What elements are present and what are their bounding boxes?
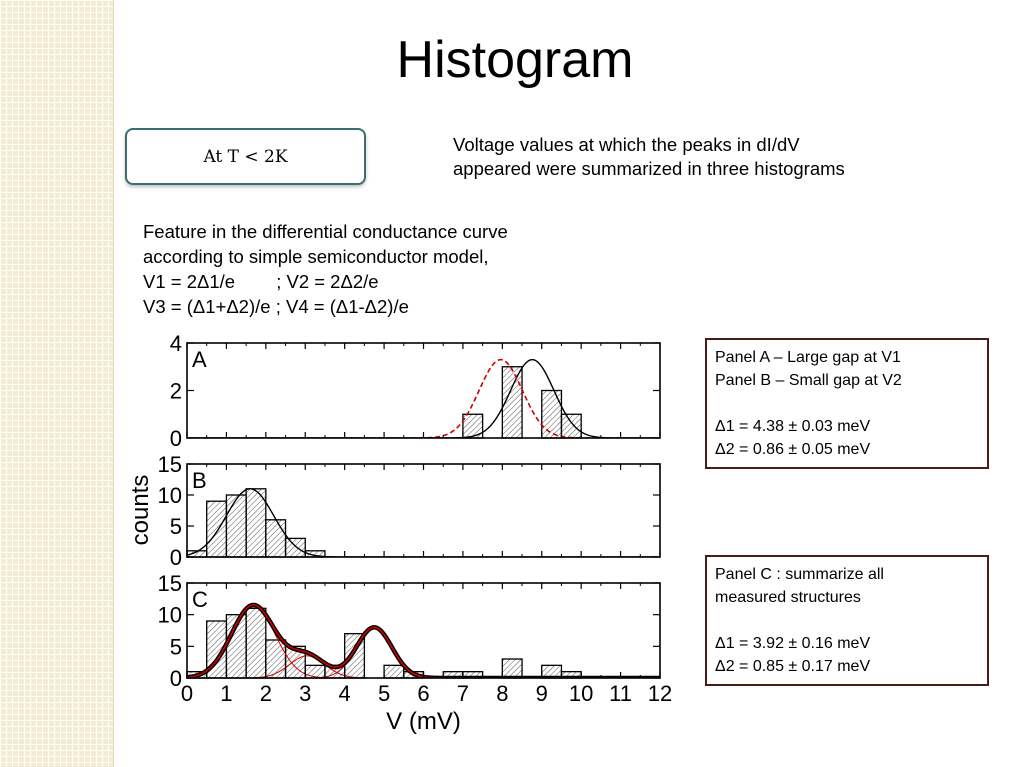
histogram-bar (225, 494, 247, 558)
y-tick-label: 15 (158, 452, 182, 477)
x-tick-label: 9 (536, 681, 548, 706)
x-axis-label: V (mV) (386, 708, 461, 735)
infobox-line: Δ1 = 3.92 ± 0.16 meV (715, 635, 871, 652)
feature-line: V3 = (Δ1+Δ2)/e ; V4 = (Δ1-Δ2)/e (143, 296, 409, 317)
x-tick-label: 7 (457, 681, 469, 706)
y-tick-label: 0 (170, 666, 182, 691)
x-tick-label: 0 (181, 681, 193, 706)
infobox-line: Δ2 = 0.86 ± 0.05 meV (715, 441, 871, 458)
y-tick-label: 5 (170, 634, 182, 659)
panel-label: C (192, 587, 208, 612)
intro-line: appeared were summarized in three histog… (453, 158, 845, 179)
histogram-bar (265, 519, 287, 558)
temperature-badge: At T < 2K (125, 128, 366, 185)
histogram-bar (541, 389, 563, 439)
y-tick-label: 10 (158, 483, 182, 508)
histogram-panel-a: 0 2 4A (170, 331, 661, 451)
x-tick-label: 2 (260, 681, 272, 706)
y-tick-label: 0 (170, 426, 182, 451)
x-tick-label: 8 (496, 681, 508, 706)
histogram-bar (383, 664, 405, 679)
y-tick-label: 10 (158, 603, 182, 628)
fit-curve (187, 358, 660, 438)
temperature-badge-label: At T < 2K (203, 146, 288, 167)
x-tick-label: 6 (417, 681, 429, 706)
panel-ab-infobox: Panel A – Large gap at V1 Panel B – Smal… (705, 338, 989, 469)
panel-c-infobox: Panel C : summarize all measured structu… (705, 555, 989, 686)
decorative-side-strip (0, 0, 114, 767)
infobox-line: Panel B – Small gap at V2 (715, 372, 902, 389)
histogram-panel-c: 0 5 10 15 C (158, 571, 661, 691)
y-tick-label: 4 (170, 331, 182, 356)
y-tick-label: 5 (170, 514, 182, 539)
histogram-bar (206, 500, 228, 558)
histogram-panel-b: 0 5 10 15 B (158, 452, 661, 570)
x-tick-label: 4 (339, 681, 351, 706)
feature-text: Feature in the differential conductance … (143, 219, 663, 319)
histogram-bar (304, 664, 326, 679)
histogram-bar (560, 413, 582, 439)
feature-line: Feature in the differential conductance … (143, 221, 508, 242)
panel-label: B (192, 468, 207, 493)
histogram-bar (501, 658, 523, 679)
infobox-line: measured structures (715, 589, 861, 606)
panel-label: A (192, 347, 207, 372)
infobox-line: Panel C : summarize all (715, 566, 884, 583)
x-tick-label: 12 (648, 681, 672, 706)
x-tick-label: 11 (609, 681, 632, 706)
feature-line: V1 = 2Δ1/e ; V2 = 2Δ2/e (143, 271, 379, 292)
infobox-line: Panel A – Large gap at V1 (715, 349, 901, 366)
y-axis-label: counts (127, 475, 154, 546)
histogram-bar (284, 537, 306, 558)
x-tick-label: 5 (378, 681, 390, 706)
y-tick-label: 0 (170, 545, 182, 570)
infobox-line: Δ1 = 4.38 ± 0.03 meV (715, 418, 871, 435)
intro-line: Voltage values at which the peaks in dI/… (453, 134, 800, 155)
panel-frame (186, 342, 661, 439)
y-tick-label: 2 (170, 379, 182, 404)
infobox-line: Δ2 = 0.85 ± 0.17 meV (715, 658, 871, 675)
x-tick-label: 3 (299, 681, 311, 706)
histogram-bar (245, 607, 267, 679)
feature-line: according to simple semiconductor model, (143, 246, 489, 267)
fit-curve (187, 358, 660, 438)
fit-curve (187, 488, 660, 557)
y-tick-label: 15 (158, 571, 182, 596)
histogram-bar (265, 639, 287, 679)
x-tick-label: 10 (569, 681, 593, 706)
slide-title: Histogram (396, 31, 634, 89)
x-tick-label: 1 (220, 681, 232, 706)
intro-text: Voltage values at which the peaks in dI/… (453, 133, 993, 181)
